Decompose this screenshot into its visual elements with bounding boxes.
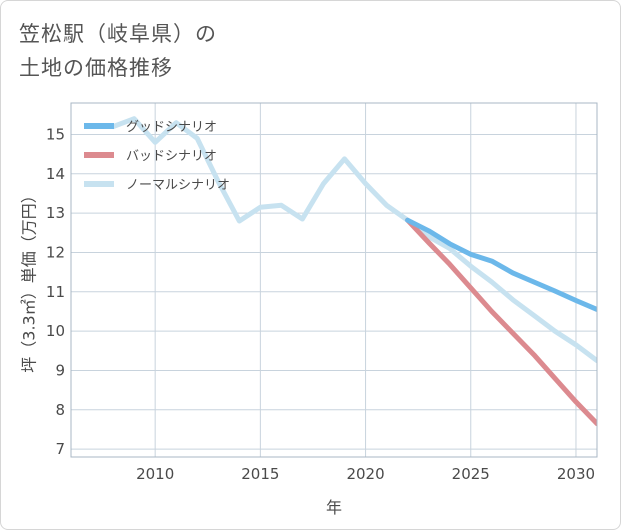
title-line-1: 笠松駅（岐阜県）の [19, 22, 217, 46]
y-tick-label: 11 [46, 283, 65, 301]
page-title: 笠松駅（岐阜県）の 土地の価格推移 [19, 17, 217, 85]
x-tick-label: 2010 [136, 465, 174, 483]
x-tick-label: 2025 [452, 465, 490, 483]
x-axis-title: 年 [326, 498, 342, 517]
series-line [405, 217, 597, 312]
x-tick-label: 2020 [346, 465, 384, 483]
grid-lines [71, 103, 597, 457]
legend-label: バッドシナリオ [126, 149, 217, 164]
legend-label: ノーマルシナリオ [126, 178, 230, 193]
series-line [405, 217, 597, 427]
title-line-2: 土地の価格推移 [19, 56, 173, 80]
y-tick-label: 8 [55, 401, 65, 419]
x-tick-label: 2030 [557, 465, 595, 483]
y-tick-label: 9 [55, 361, 65, 379]
y-tick-label: 10 [46, 322, 65, 340]
y-tick-label: 13 [46, 204, 65, 222]
series-line [110, 116, 597, 364]
legend-label: グッドシナリオ [126, 120, 217, 135]
y-tick-label: 14 [46, 165, 65, 183]
axis-ticks: 7 8 9 10 11 12 13 14 15 2010 2015 2020 2025 2030 [46, 125, 595, 483]
y-tick-label: 15 [46, 125, 65, 143]
y-tick-label: 7 [55, 440, 65, 458]
x-tick-label: 2015 [241, 465, 279, 483]
y-axis-title: 坪（3.3㎡）単価（万円） [20, 187, 39, 372]
y-tick-label: 12 [46, 243, 65, 261]
plot-frame [70, 102, 598, 458]
series-group [110, 116, 597, 427]
series-lines [110, 116, 597, 427]
